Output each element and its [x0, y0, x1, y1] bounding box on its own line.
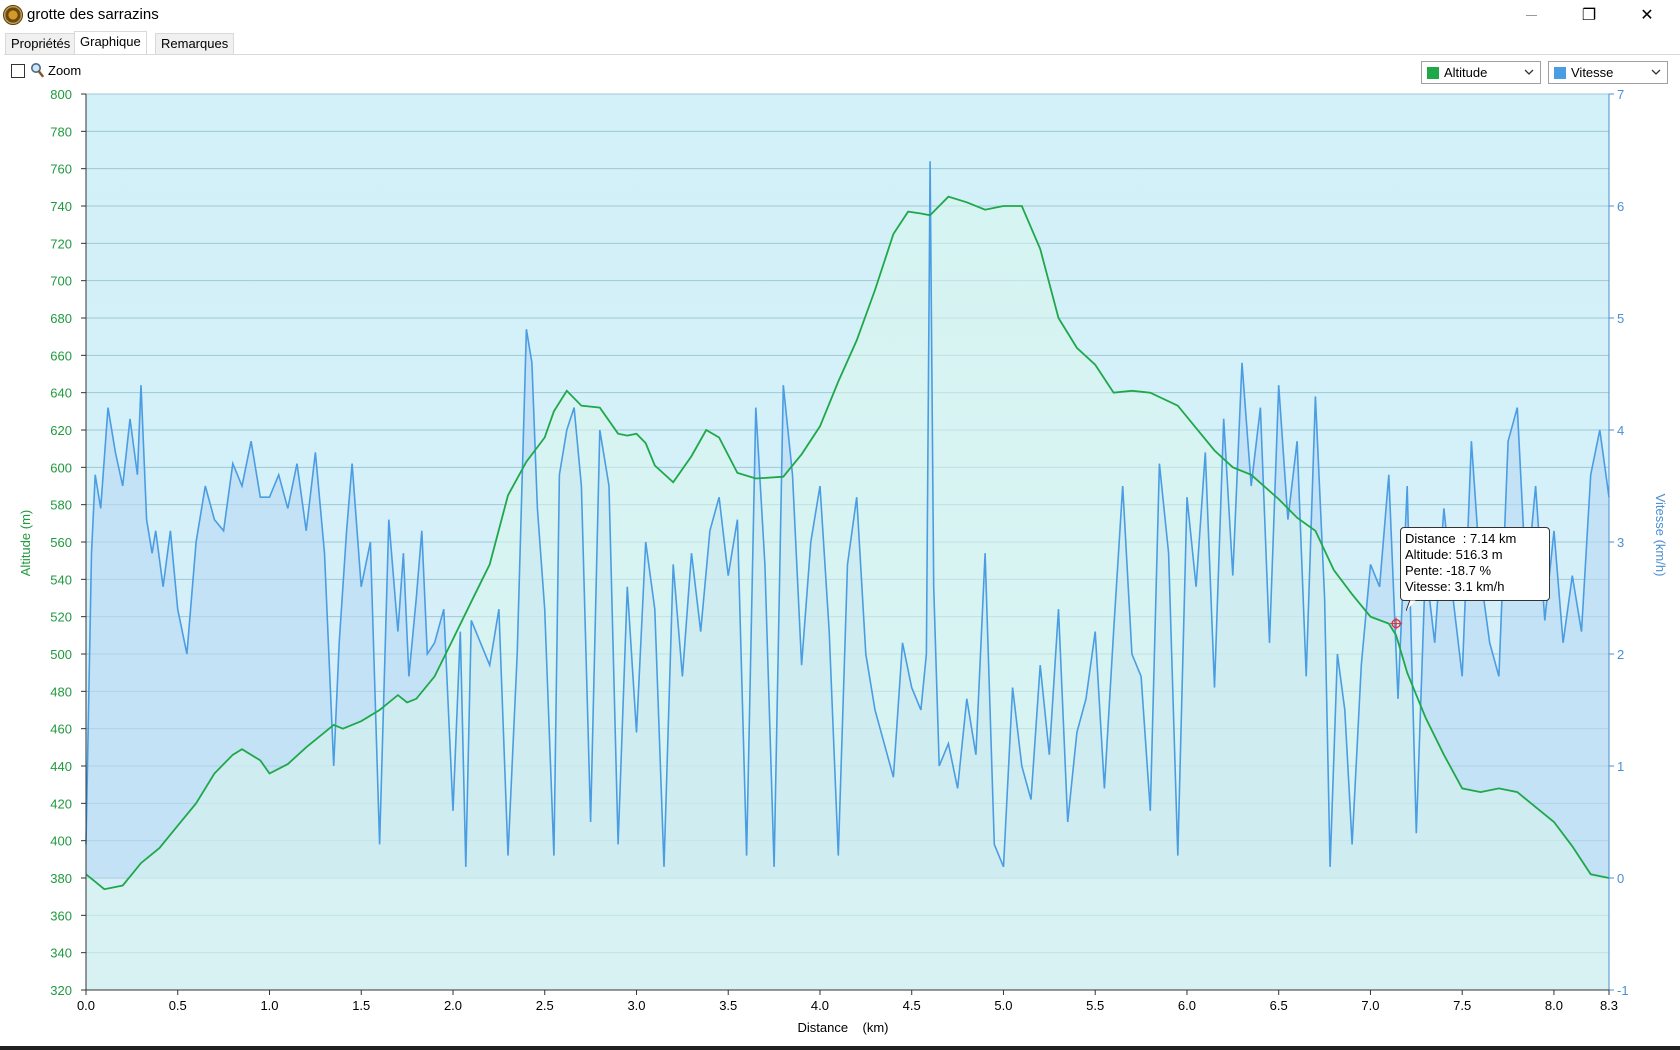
- y-axis-title: Altitude (m): [18, 510, 33, 576]
- y-tick-label: 720: [50, 236, 72, 251]
- chevron-down-icon: [1524, 69, 1534, 75]
- x-tick-label: 1.5: [352, 998, 370, 1013]
- magnifier-icon: [31, 63, 44, 78]
- y-tick-label: 360: [50, 908, 72, 923]
- close-icon: ✕: [1640, 7, 1654, 24]
- x-tick-label: 4.0: [811, 998, 829, 1013]
- y2-tick-label: 3: [1617, 535, 1624, 550]
- y-tick-label: 380: [50, 871, 72, 886]
- y-axis-ticks: 320 340 360 380 400 420 440 460 480 500 520 540 560 5…: [50, 87, 86, 998]
- left-axis-select[interactable]: Altitude: [1421, 61, 1541, 84]
- y-tick-label: 780: [50, 124, 72, 139]
- app-icon: [3, 5, 23, 25]
- hover-marker: [1390, 617, 1403, 630]
- y2-tick-label: 0: [1617, 871, 1624, 886]
- x-tick-label: 6.0: [1178, 998, 1196, 1013]
- window-title: grotte des sarrazins: [27, 6, 159, 23]
- y2-axis-title: Vitesse (km/h): [1653, 494, 1668, 577]
- left-axis-select-value: Altitude: [1444, 65, 1488, 80]
- x-tick-label: 2.5: [536, 998, 554, 1013]
- vitesse-line: [85, 161, 1610, 868]
- x-tick-label: 3.0: [627, 998, 645, 1013]
- x-tick-label: 6.5: [1270, 998, 1288, 1013]
- x-tick-label: 7.5: [1453, 998, 1471, 1013]
- y2-tick-label: 1: [1617, 759, 1624, 774]
- y-tick-label: 460: [50, 722, 72, 737]
- vitesse-swatch: [1554, 67, 1566, 79]
- maximize-button[interactable]: ❐: [1566, 0, 1612, 30]
- right-axis-select[interactable]: Vitesse: [1548, 61, 1668, 84]
- tab-bar: Propriétés Graphique Remarques: [0, 30, 1680, 55]
- y-tick-label: 520: [50, 610, 72, 625]
- taskbar-edge: [0, 1046, 1680, 1050]
- x-tick-label: 2.0: [444, 998, 462, 1013]
- x-axis-ticks: 0.0 0.5 1.0 1.5 2.0 2.5 3.0 3.5 4.0 4.5 5.0 5.5 6.0 6…: [77, 990, 1618, 1013]
- tooltip-line-pente: Pente: -18.7 %: [1405, 563, 1491, 578]
- y2-axis-ticks: -1 0 1 2 3 4 5 6 7: [1609, 87, 1629, 998]
- y2-tick-label: 7: [1617, 87, 1624, 102]
- data-tooltip: Distance : 7.14 km Altitude: 516.3 m Pente…: [1400, 527, 1550, 601]
- x-tick-label: 4.5: [903, 998, 921, 1013]
- y-tick-label: 320: [50, 983, 72, 998]
- minimize-button[interactable]: [1508, 0, 1554, 30]
- y-tick-label: 760: [50, 162, 72, 177]
- tooltip-line-distance: Distance : 7.14 km: [1405, 531, 1517, 546]
- x-tick-label: 0.0: [77, 998, 95, 1013]
- altitude-swatch: [1427, 67, 1439, 79]
- tab-remarques[interactable]: Remarques: [155, 33, 235, 55]
- y-tick-label: 640: [50, 386, 72, 401]
- minimize-icon: [1525, 14, 1537, 16]
- x-tick-label: 8.0: [1545, 998, 1563, 1013]
- x-tick-label: 1.0: [260, 998, 278, 1013]
- x-tick-label: 5.5: [1086, 998, 1104, 1013]
- close-button[interactable]: ✕: [1624, 0, 1670, 30]
- zoom-label: Zoom: [48, 63, 82, 78]
- y-tick-label: 500: [50, 647, 72, 662]
- title-bar: grotte des sarrazins ❐ ✕: [0, 0, 1680, 30]
- y2-tick-label: 6: [1617, 199, 1624, 214]
- tooltip-line-vitesse: Vitesse: 3.1 km/h: [1405, 579, 1505, 594]
- y-tick-label: 700: [50, 274, 72, 289]
- tab-proprietes[interactable]: Propriétés: [5, 33, 77, 55]
- right-axis-select-value: Vitesse: [1571, 65, 1614, 80]
- y-tick-label: 540: [50, 572, 72, 587]
- x-tick-label: 3.5: [719, 998, 737, 1013]
- y-tick-label: 740: [50, 199, 72, 214]
- y-tick-label: 580: [50, 498, 72, 513]
- y-tick-label: 440: [50, 759, 72, 774]
- y2-tick-label: -1: [1617, 983, 1629, 998]
- y-tick-label: 420: [50, 796, 72, 811]
- tab-graphique[interactable]: Graphique: [74, 31, 147, 55]
- y-tick-label: 800: [50, 87, 72, 102]
- x-tick-label: 0.5: [169, 998, 187, 1013]
- altitude-line: [85, 195, 1610, 891]
- y-tick-label: 560: [50, 535, 72, 550]
- y-tick-label: 400: [50, 834, 72, 849]
- elevation-chart[interactable]: 3203403603804004204404604805005205405605…: [0, 86, 1680, 1046]
- y-tick-label: 480: [50, 684, 72, 699]
- zoom-checkbox[interactable]: [11, 64, 25, 78]
- y-tick-label: 340: [50, 946, 72, 961]
- y-tick-label: 660: [50, 348, 72, 363]
- x-tick-label: 7.0: [1361, 998, 1379, 1013]
- x-axis-title: Distance (km): [797, 1020, 888, 1035]
- y-tick-label: 680: [50, 311, 72, 326]
- x-tick-label: 5.0: [994, 998, 1012, 1013]
- y-tick-label: 620: [50, 423, 72, 438]
- y-tick-label: 600: [50, 460, 72, 475]
- y2-tick-label: 4: [1617, 423, 1624, 438]
- x-tick-label: 8.3: [1600, 998, 1618, 1013]
- y2-tick-label: 5: [1617, 311, 1624, 326]
- tooltip-line-altitude: Altitude: 516.3 m: [1405, 547, 1503, 562]
- tooltip-pointer: [1406, 600, 1416, 612]
- chevron-down-icon: [1651, 69, 1661, 75]
- y2-tick-label: 2: [1617, 647, 1624, 662]
- maximize-icon: ❐: [1581, 7, 1597, 24]
